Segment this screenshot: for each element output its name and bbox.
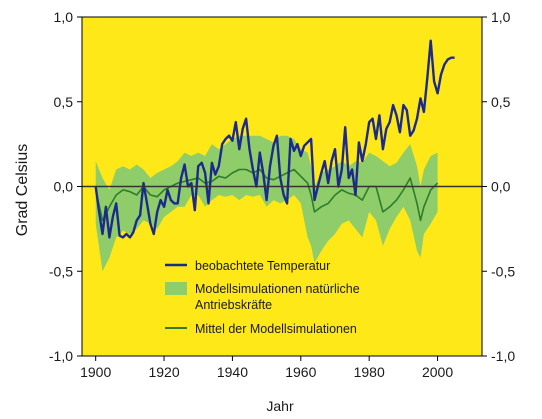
y-tick-label-left: -0,5 <box>49 263 73 279</box>
y-tick-label-right: 0,0 <box>491 179 511 195</box>
y-tick-label-right: 1,0 <box>491 9 511 25</box>
x-tick-label: 1960 <box>285 364 316 380</box>
legend-label-band: Antriebskräfte <box>195 298 272 312</box>
x-axis-label: Jahr <box>266 398 294 414</box>
line-layer <box>94 39 455 239</box>
x-tick-label: 1900 <box>80 364 111 380</box>
observed-temperature-line <box>94 39 455 239</box>
y-tick-label-left: 0,5 <box>54 94 74 110</box>
legend-label-band: Modellsimulationen natürliche <box>195 282 360 296</box>
legend-label-observed: beobachtete Temperatur <box>195 259 330 273</box>
y-tick-label-right: -1,0 <box>491 348 515 364</box>
x-tick-label: 2000 <box>422 364 453 380</box>
legend-label-mean: Mittel der Modellsimulationen <box>195 322 357 336</box>
y-tick-label-right: 0,5 <box>491 94 511 110</box>
y-tick-label-right: -0,5 <box>491 263 515 279</box>
x-tick-label: 1980 <box>354 364 385 380</box>
x-tick-label: 1940 <box>217 364 248 380</box>
legend-swatch-band <box>165 282 187 295</box>
x-tick-label: 1920 <box>148 364 179 380</box>
axis-layer: 1900 1920 1940 1960 1980 2000 -1,0 -1,0 -0,5 -0,5… <box>49 9 515 380</box>
model-mean-line <box>94 168 439 222</box>
y-axis-label: Grad Celsius <box>14 144 31 236</box>
y-tick-label-left: 0,0 <box>54 179 74 195</box>
y-tick-label-left: 1,0 <box>54 9 74 25</box>
y-tick-label-left: -1,0 <box>49 348 73 364</box>
legend: beobachtete Temperatur Modellsimulationen… <box>165 259 360 336</box>
